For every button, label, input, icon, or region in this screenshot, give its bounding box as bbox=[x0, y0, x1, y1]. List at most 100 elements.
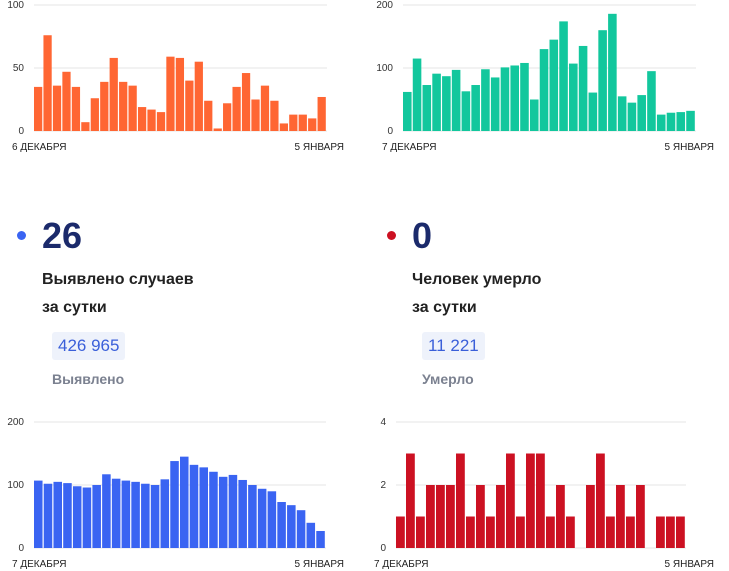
bar bbox=[92, 485, 101, 548]
bar bbox=[416, 516, 425, 548]
bar bbox=[128, 85, 137, 131]
bar bbox=[481, 69, 490, 131]
bar bbox=[686, 110, 695, 131]
x-end-label: 5 ЯНВАРЯ bbox=[665, 559, 714, 570]
bar bbox=[267, 491, 277, 548]
bar bbox=[559, 21, 568, 132]
bar bbox=[43, 35, 52, 131]
bar bbox=[147, 109, 156, 131]
bar bbox=[529, 99, 539, 131]
y-tick-label: 200 bbox=[7, 417, 24, 428]
bar bbox=[131, 481, 140, 548]
bar bbox=[150, 485, 160, 548]
x-end-label: 5 ЯНВАРЯ bbox=[665, 142, 714, 153]
y-tick-label: 50 bbox=[13, 63, 25, 74]
bar bbox=[586, 485, 595, 548]
bar bbox=[34, 480, 43, 548]
deaths-label-line2: за сутки bbox=[412, 299, 477, 316]
bar bbox=[251, 99, 260, 131]
y-tick-label: 0 bbox=[18, 126, 24, 137]
bar bbox=[34, 86, 43, 131]
bar bbox=[451, 69, 461, 131]
x-end-label: 5 ЯНВАРЯ bbox=[295, 559, 344, 570]
bar bbox=[170, 461, 179, 548]
bar bbox=[412, 58, 422, 131]
bar bbox=[676, 516, 685, 548]
bar bbox=[446, 485, 455, 548]
bar bbox=[296, 510, 306, 548]
bar bbox=[432, 73, 441, 131]
bar bbox=[461, 91, 471, 131]
bar bbox=[72, 486, 82, 548]
bar bbox=[500, 67, 510, 131]
bar bbox=[43, 483, 53, 548]
bar bbox=[516, 516, 525, 548]
x-start-label: 7 ДЕКАБРЯ bbox=[382, 142, 437, 153]
bar bbox=[270, 100, 279, 131]
deaths-today-number: 0 bbox=[412, 215, 433, 256]
bar bbox=[676, 112, 686, 131]
bar bbox=[471, 85, 480, 131]
bar bbox=[403, 91, 412, 131]
bar bbox=[578, 45, 588, 132]
y-tick-label: 100 bbox=[7, 0, 24, 11]
bar bbox=[223, 103, 232, 131]
bar bbox=[549, 39, 559, 131]
y-tick-label: 100 bbox=[7, 480, 24, 491]
bar bbox=[137, 107, 147, 131]
y-tick-label: 200 bbox=[376, 0, 393, 11]
bar bbox=[626, 516, 635, 548]
deaths-label: Человек умерло за сутки bbox=[412, 266, 612, 322]
bar bbox=[81, 122, 90, 131]
bar bbox=[456, 453, 465, 548]
cases-label: Выявлено случаев за сутки bbox=[42, 266, 242, 322]
bar bbox=[656, 114, 666, 131]
bar bbox=[317, 96, 326, 131]
bar bbox=[617, 96, 627, 131]
bar bbox=[539, 49, 549, 131]
x-start-label: 6 ДЕКАБРЯ bbox=[12, 142, 67, 153]
bar bbox=[199, 467, 208, 548]
y-tick-label: 100 bbox=[376, 63, 393, 74]
bar bbox=[194, 61, 203, 132]
bar bbox=[260, 85, 270, 131]
bar bbox=[160, 479, 170, 548]
bar bbox=[569, 63, 578, 132]
bar bbox=[141, 483, 150, 548]
bar bbox=[185, 80, 194, 131]
bar bbox=[627, 102, 637, 131]
bar bbox=[486, 516, 495, 548]
bar bbox=[636, 485, 645, 548]
cases-stat-block: 26 Выявлено случаев за сутки 426 965 Выя… bbox=[0, 210, 360, 390]
bar bbox=[109, 57, 118, 131]
bar bbox=[466, 516, 475, 548]
cases-total-label: Выявлено bbox=[52, 371, 125, 387]
cases-dot-icon bbox=[17, 231, 26, 240]
bar bbox=[546, 516, 555, 548]
bar bbox=[213, 128, 222, 131]
bar bbox=[637, 95, 646, 131]
bar bbox=[180, 456, 189, 548]
bar bbox=[536, 453, 545, 548]
bar bbox=[53, 481, 62, 548]
bar bbox=[156, 112, 166, 131]
daily-chart-top-right: 0 100 200 7 ДЕКАБРЯ 5 ЯНВАРЯ bbox=[376, 0, 714, 153]
bar bbox=[248, 485, 257, 548]
bar bbox=[647, 71, 656, 131]
bar bbox=[442, 76, 451, 131]
y-tick-label: 2 bbox=[380, 480, 386, 491]
cases-label-line1: Выявлено случаев bbox=[42, 271, 194, 288]
bar bbox=[656, 516, 665, 548]
bar bbox=[82, 487, 92, 548]
deaths-label-line1: Человек умерло bbox=[412, 271, 542, 288]
bar bbox=[71, 86, 81, 131]
bar bbox=[119, 81, 128, 131]
bar bbox=[608, 13, 617, 131]
cases-today-number: 26 bbox=[42, 215, 83, 256]
y-tick-label: 4 bbox=[380, 417, 386, 428]
deaths-total-badge: 11 221 bbox=[422, 332, 485, 360]
cases-daily-chart: 0 100 200 7 ДЕКАБРЯ 5 ЯНВАРЯ bbox=[7, 417, 344, 570]
cases-total-badge: 426 965 bbox=[52, 332, 126, 360]
bar bbox=[316, 530, 325, 548]
bar bbox=[306, 522, 316, 548]
